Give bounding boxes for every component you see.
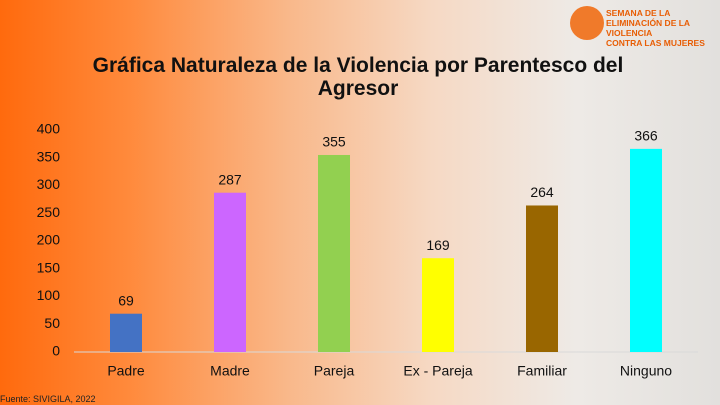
data-label: 69 [118,292,134,308]
data-label: 264 [530,184,554,200]
x-tick-label: Madre [210,363,250,379]
y-tick-label: 150 [37,259,61,275]
data-label: 355 [322,134,346,150]
bar [318,154,350,352]
data-label: 169 [426,237,450,253]
x-tick-label: Padre [107,363,145,379]
bar [630,148,662,352]
logo-line: CONTRA LAS MUJERES [606,38,705,48]
bar [526,205,558,352]
y-tick-label: 100 [37,287,61,303]
y-tick-label: 350 [37,148,61,164]
bar [214,192,246,352]
y-tick-label: 50 [44,315,60,331]
x-tick-label: Pareja [314,363,355,379]
logo-line: SEMANA DE LA [606,8,671,18]
logo-icon [570,6,604,40]
chart-title: Gráfica Naturaleza de la Violencia por P… [92,54,624,100]
logo: SEMANA DE LA ELIMINACIÓN DE LA VIOLENCIA… [606,8,718,48]
x-tick-label: Familiar [517,363,567,379]
data-label: 366 [634,128,658,144]
y-tick-label: 400 [37,121,61,137]
y-tick-label: 200 [37,232,61,248]
data-label: 287 [218,171,242,187]
bar [422,258,454,352]
source: Fuente: SIVIGILA, 2022 [0,394,96,404]
y-tick-label: 250 [37,204,61,220]
logo-line: ELIMINACIÓN DE LA VIOLENCIA [606,18,690,38]
bar [110,313,142,352]
y-tick-label: 300 [37,176,61,192]
x-tick-label: Ex - Pareja [403,363,472,379]
y-tick-label: 0 [52,343,60,359]
x-tick-label: Ninguno [620,363,672,379]
